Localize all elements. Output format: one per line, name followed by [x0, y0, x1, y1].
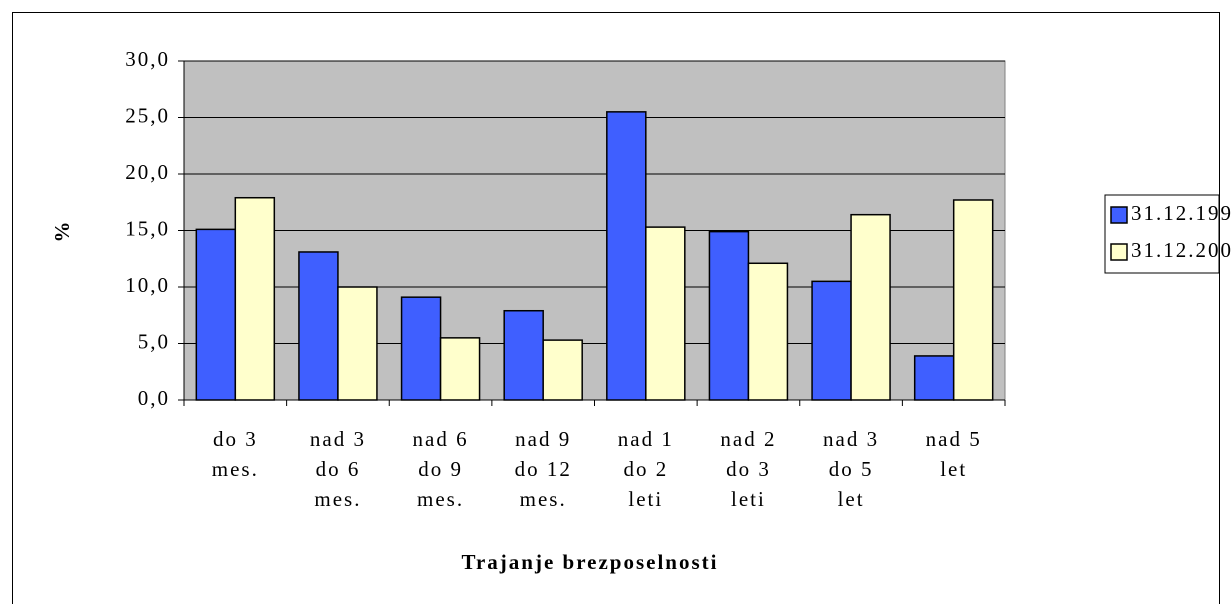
bar — [542, 339, 583, 401]
y-tick-label: 0,0 — [138, 386, 170, 410]
bar — [234, 196, 276, 401]
y-tick-label: 10,0 — [125, 273, 170, 297]
y-tick-label: 5,0 — [138, 329, 170, 353]
bar — [850, 213, 891, 401]
legend-label: 31.12.2000 — [1131, 238, 1232, 262]
bar — [195, 228, 237, 401]
bar — [952, 199, 994, 401]
bar — [298, 251, 339, 401]
x-tick-label: nad 6 do 9 mes. — [412, 427, 469, 511]
x-tick-label: nad 3 do 5 let — [823, 427, 880, 511]
bar — [645, 226, 686, 401]
y-tick-label: 30,0 — [125, 47, 170, 71]
bar — [337, 286, 378, 401]
y-tick-label: 20,0 — [125, 160, 170, 184]
x-tick-label: nad 2 do 3 leti — [720, 427, 777, 511]
y-tick-label: 15,0 — [125, 216, 170, 240]
bar — [913, 355, 955, 401]
y-tick-label: 25,0 — [125, 103, 170, 127]
legend-swatch — [1110, 243, 1128, 261]
bar — [400, 296, 442, 401]
bar — [503, 309, 544, 401]
x-axis-label: Trajanje brezposelnosti — [462, 550, 719, 574]
legend-swatch — [1110, 206, 1128, 224]
x-tick-label: nad 5 let — [925, 427, 982, 481]
bar — [747, 262, 789, 401]
bar — [811, 280, 852, 401]
x-tick-label: nad 3 do 6 mes. — [309, 427, 366, 511]
y-axis-label: % — [50, 220, 74, 243]
bar — [708, 230, 750, 401]
bar — [439, 337, 481, 401]
x-tick-label: nad 9 do 12 mes. — [514, 427, 572, 511]
chart-border — [12, 12, 1220, 604]
x-tick-label: do 3 mes. — [211, 427, 259, 481]
x-tick-label: nad 1 do 2 leti — [617, 427, 674, 511]
bar — [606, 111, 647, 401]
